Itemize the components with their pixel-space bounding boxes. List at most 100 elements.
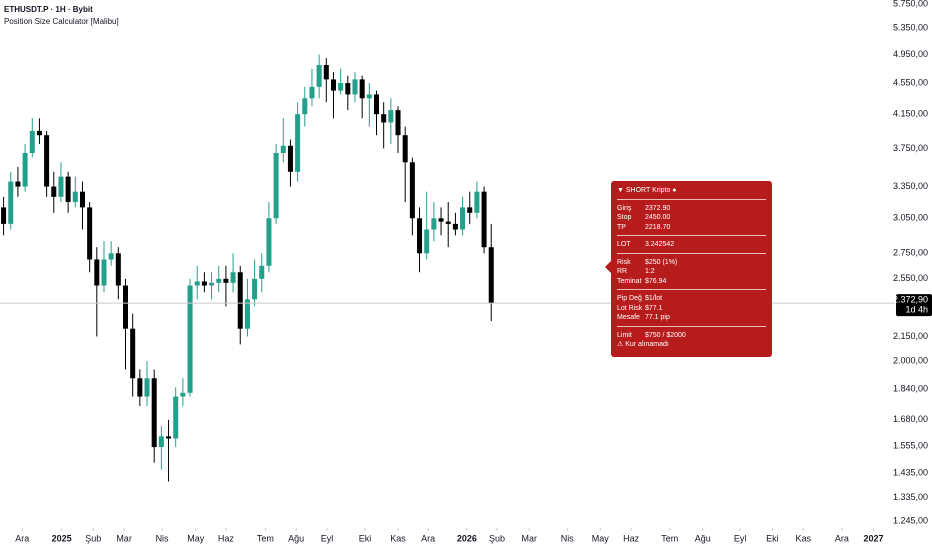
y-tick-label: 2.150,00 <box>893 331 928 341</box>
candle-body <box>280 145 286 153</box>
y-tick-label: 1.555,00 <box>893 440 928 450</box>
x-tick-label: Nis <box>561 533 574 543</box>
candle-body <box>94 259 100 286</box>
candle-body <box>452 223 458 230</box>
candle-body <box>187 285 193 393</box>
candle-body <box>130 328 136 379</box>
panel-row: TP 2218.70 <box>617 223 766 233</box>
last-price-label: 2.372,90 <box>893 295 928 305</box>
row-label: Lot Risk <box>617 304 643 312</box>
row-label: LOT <box>617 241 631 248</box>
candle-body <box>252 278 258 300</box>
x-tick-label: Mar <box>522 533 538 543</box>
x-tick-label: May <box>592 533 610 543</box>
x-tick-label: Mar <box>116 533 132 543</box>
candle-body <box>201 281 207 286</box>
candle-body <box>58 176 64 197</box>
row-label: Risk <box>617 258 631 266</box>
candle-body <box>395 110 401 136</box>
candle-body <box>72 191 78 203</box>
row-value: $1/lot <box>644 295 663 302</box>
panel-warning: ⚠ Kur alınamadı <box>617 341 669 348</box>
candle-body <box>122 285 129 329</box>
header: ETHUSDT.P · 1H · Bybit Position Size Cal… <box>4 4 119 28</box>
panel-section: Limit $750 / $2000 ⚠ Kur alınamadı <box>617 329 766 353</box>
candle-body <box>144 378 150 397</box>
candle-body <box>180 392 186 397</box>
row-label: Giriş <box>617 204 632 212</box>
panel-row: LOT 3.242542 <box>617 240 766 250</box>
candle-body <box>287 145 293 172</box>
candle-body <box>209 282 215 286</box>
candle-body <box>29 130 35 153</box>
x-tick-label: May <box>187 533 205 543</box>
candle-body <box>474 191 480 213</box>
y-tick-label: 2.550,00 <box>893 273 928 283</box>
y-tick-label: 4.550,00 <box>893 77 928 87</box>
panel-section: Pip Değ $1/lot Lot Risk $77.1 Mesafe 77.1 … <box>617 292 766 327</box>
candle-body <box>216 278 222 283</box>
candle-body <box>352 79 358 95</box>
candle-body <box>409 162 415 219</box>
x-tick-label: Eyl <box>321 533 334 543</box>
candle-body <box>266 218 272 266</box>
candle-body <box>230 272 236 283</box>
candle-body <box>373 94 380 115</box>
candle-body <box>431 218 437 230</box>
candle-body <box>158 436 164 448</box>
candle-body <box>481 191 487 248</box>
row-value: 77.1 pip <box>644 314 670 321</box>
candle-body <box>137 378 143 397</box>
y-tick-label: 1.335,00 <box>893 492 928 502</box>
row-value: $77.1 <box>644 304 663 312</box>
candle-body <box>166 436 172 439</box>
candle-body <box>151 378 157 448</box>
panel-title: ▼ SHORT Kripto ● <box>617 187 677 194</box>
x-tick-label: Şub <box>489 533 505 543</box>
row-label: Stop <box>617 214 632 221</box>
y-tick-label: 1.840,00 <box>893 383 928 393</box>
panel-section: LOT 3.242542 <box>617 238 766 254</box>
x-tick-label: 2025 <box>52 533 72 543</box>
candle-body <box>388 110 394 123</box>
panel-row: Lot Risk $77.1 <box>617 304 766 314</box>
panel-row: Teminat $76.94 <box>617 277 766 287</box>
panel-row: Mesafe 77.1 pip <box>617 313 766 323</box>
y-tick-label: 5.350,00 <box>893 23 928 33</box>
row-label: TP <box>617 223 626 231</box>
y-tick-label: 1.245,00 <box>893 516 928 526</box>
y-tick-label: 3.050,00 <box>893 213 928 223</box>
panel-row: Giriş 2372.90 <box>617 204 766 214</box>
candle-body <box>115 253 121 286</box>
candle-body <box>295 114 301 172</box>
row-value: 3.242542 <box>644 241 675 248</box>
candle-body <box>438 218 444 222</box>
candle-body <box>366 94 372 99</box>
candle-body <box>467 207 473 213</box>
candle-body <box>108 253 114 260</box>
candle-body <box>173 396 179 439</box>
panel-section: ▼ SHORT Kripto ● <box>617 184 766 200</box>
candle-body <box>273 152 279 219</box>
candle-body <box>1 207 7 224</box>
x-tick-label: Ara <box>15 533 29 543</box>
x-tick-label: Kas <box>390 533 406 543</box>
y-tick-label: 5.750,00 <box>893 0 928 8</box>
x-tick-label: Eki <box>766 533 779 543</box>
x-tick-label: Haz <box>623 533 640 543</box>
candle-body <box>36 130 42 136</box>
candle-body <box>417 218 423 254</box>
panel-row: Risk $250 (1%) <box>617 258 766 268</box>
panel-section: Giriş 2372.90 Stop 2450.00 TP 2218.70 <box>617 202 766 236</box>
x-tick-label: 2026 <box>457 533 477 543</box>
row-value: $750 / $2000 <box>644 331 686 339</box>
y-tick-label: 1.435,00 <box>893 468 928 478</box>
row-label: RR <box>617 268 628 275</box>
candle-body <box>244 299 250 329</box>
candle-body <box>316 65 322 87</box>
candle-body <box>223 278 229 283</box>
y-tick-label: 4.150,00 <box>893 109 928 119</box>
candle-body <box>381 114 387 123</box>
candle-body <box>424 229 430 254</box>
y-tick-label: 4.950,00 <box>893 49 928 59</box>
